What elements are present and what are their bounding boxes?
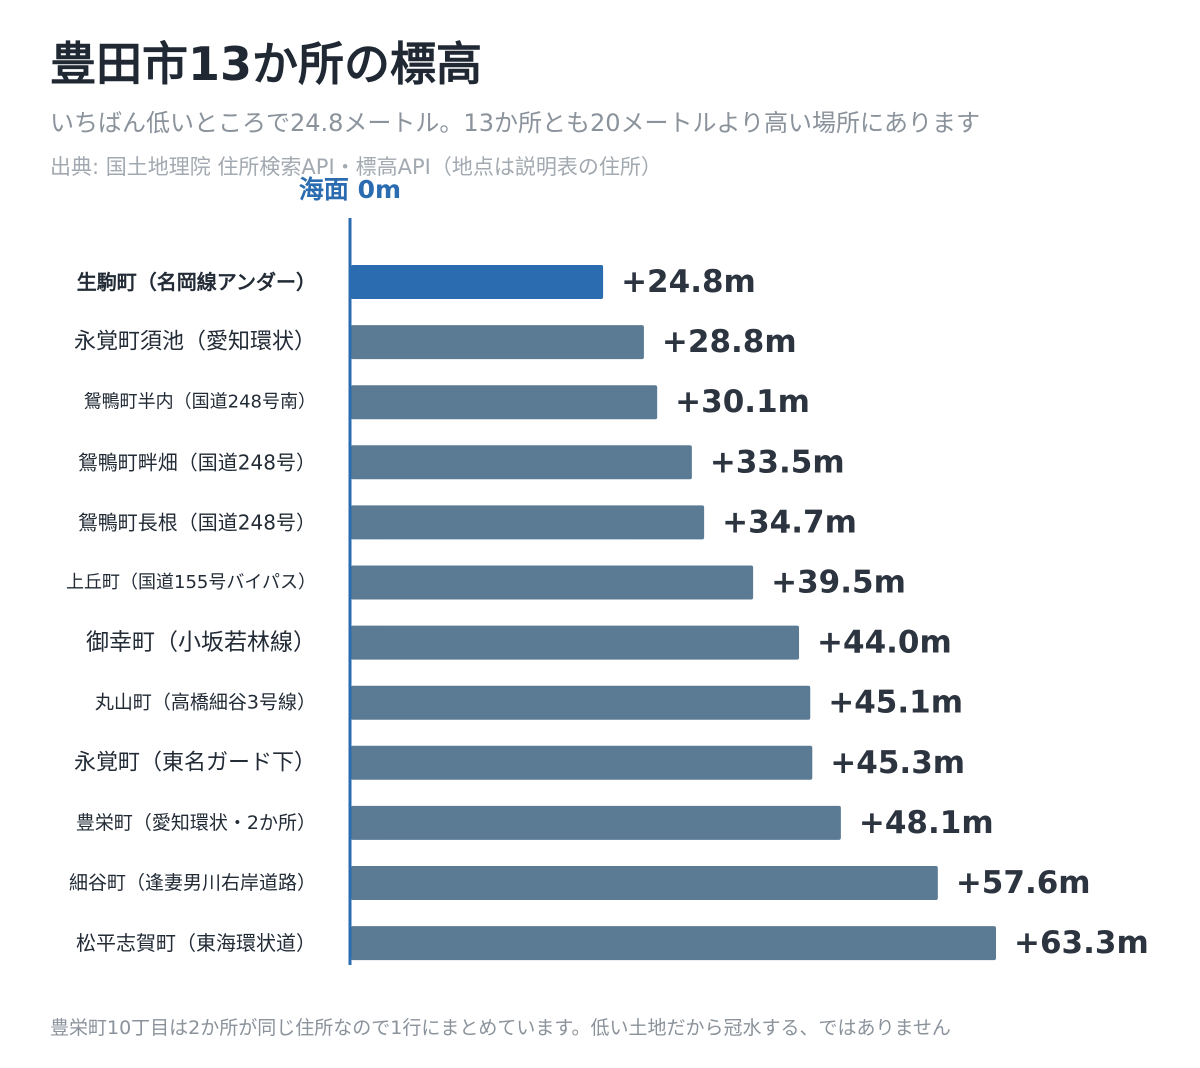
bar — [351, 745, 813, 780]
value-label: +57.6m — [956, 865, 1091, 901]
bar — [351, 685, 811, 720]
bar — [351, 325, 644, 360]
value-label: +33.5m — [710, 444, 845, 480]
bars-layer: 生駒町（名岡線アンダー） +24.8m 永覚町須池（愛知環状） +28.8m 鴛鴨町半内… — [66, 264, 1149, 961]
category-label: 永覚町（東名ガード下） — [74, 750, 316, 775]
bar — [351, 926, 996, 961]
value-label: +30.1m — [675, 384, 810, 420]
category-label: 生駒町（名岡線アンダー） — [77, 270, 316, 294]
bar — [351, 505, 705, 540]
bar — [351, 866, 938, 900]
category-label: 丸山町（高橋細谷3号線） — [95, 692, 316, 714]
category-label: 御幸町（小坂若林線） — [86, 630, 316, 656]
value-label: +63.3m — [1014, 925, 1149, 961]
bar — [351, 385, 658, 420]
value-label: +45.1m — [828, 685, 963, 721]
chart-title: 豊田市13か所の標高 — [50, 37, 483, 91]
value-label: +28.8m — [662, 324, 797, 360]
source-note: 出典: 国土地理院 住所検索API・標高API（地点は説明表の住所） — [50, 155, 662, 179]
value-label: +45.3m — [830, 745, 965, 781]
category-label: 鴛鴨町長根（国道248号） — [78, 510, 316, 534]
chart-subtitle: いちばん低いところで24.8メートル。13か所とも20メートルより高い場所にあり… — [50, 109, 981, 137]
footnote: 豊栄町10丁目は2か所が同じ住所なので1行にまとめています。低い土地だから冠水す… — [50, 1017, 951, 1039]
category-label: 松平志賀町（東海環状道） — [76, 931, 316, 955]
zero-axis-label: 海面 0m — [299, 175, 401, 204]
category-label: 上丘町（国道155号バイパス） — [66, 572, 316, 593]
category-label: 永覚町須池（愛知環状） — [74, 330, 316, 355]
category-label: 豊栄町（愛知環状・2か所） — [76, 812, 316, 834]
value-label: +24.8m — [621, 264, 756, 300]
value-label: +39.5m — [771, 565, 906, 601]
bar — [351, 625, 800, 660]
bar-highlight — [351, 265, 604, 299]
category-label: 細谷町（逢妻男川右岸道路） — [69, 872, 316, 894]
value-label: +44.0m — [817, 625, 952, 661]
value-label: +34.7m — [722, 504, 857, 540]
value-label: +48.1m — [859, 805, 994, 841]
category-label: 鴛鴨町畔畑（国道248号） — [78, 450, 316, 474]
bar — [351, 805, 841, 840]
category-label: 鴛鴨町半内（国道248号南） — [84, 392, 316, 413]
bar — [351, 445, 692, 480]
bar — [351, 565, 754, 600]
